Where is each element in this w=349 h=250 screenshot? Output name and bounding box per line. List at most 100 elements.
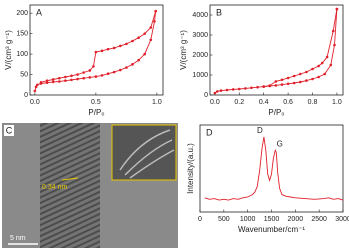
- data-point: [82, 76, 85, 80]
- y-tick-label: 1000: [192, 72, 208, 79]
- x-tick-label: 1000: [240, 216, 256, 223]
- y-tick-label: 4000: [192, 12, 208, 19]
- data-point: [292, 74, 296, 78]
- x-axis-label: Wavenumber/cm⁻¹: [238, 225, 305, 234]
- y-axis-label: Intensity/(a.u.): [186, 143, 195, 194]
- data-point: [311, 67, 314, 71]
- data-point: [137, 58, 140, 62]
- x-axis-label: P/P₀: [88, 108, 104, 117]
- plot-frame: [29, 4, 164, 96]
- data-point: [286, 82, 290, 86]
- data-point: [125, 66, 128, 69]
- data-point: [325, 55, 329, 59]
- data-point: [64, 79, 67, 82]
- data-point: [100, 49, 104, 53]
- data-point: [268, 84, 272, 87]
- y-axis-label: V/(cm³ g⁻¹): [179, 30, 188, 70]
- data-point: [329, 63, 333, 67]
- data-point: [317, 64, 320, 68]
- data-point: [92, 65, 95, 68]
- plot-frame: [209, 4, 344, 96]
- data-point: [305, 70, 308, 74]
- x-tick-label: 500: [218, 216, 230, 223]
- data-point: [298, 72, 302, 76]
- x-tick-label: 1500: [264, 216, 280, 223]
- data-point: [231, 88, 235, 91]
- y-tick-label: 50: [20, 71, 28, 78]
- spacing-marker: [61, 177, 79, 181]
- data-point: [237, 87, 241, 91]
- tem-panel: C 0.34 nm 5 nm: [2, 123, 178, 248]
- x-tick-label: 0.8: [308, 99, 318, 106]
- data-point: [131, 39, 134, 43]
- y-tick-label: 100: [16, 51, 28, 58]
- data-point: [64, 75, 67, 79]
- data-point: [70, 78, 73, 82]
- data-point: [70, 74, 73, 78]
- data-point: [76, 77, 79, 81]
- data-point: [274, 84, 278, 87]
- panel-label-box: [4, 125, 14, 136]
- y-axis-label: V/(cm³ g⁻¹): [4, 30, 13, 70]
- data-point: [280, 78, 284, 82]
- data-point: [88, 69, 92, 72]
- x-tick-label: 0.0: [30, 99, 40, 106]
- data-point: [331, 29, 335, 33]
- data-point: [76, 73, 79, 76]
- panel-label: C: [6, 125, 13, 135]
- data-point: [137, 36, 140, 40]
- data-point: [51, 78, 55, 81]
- data-point: [225, 88, 229, 92]
- data-point: [335, 7, 339, 11]
- peak-annotation: G: [277, 139, 283, 148]
- data-point: [153, 20, 156, 23]
- y-tick-label: 2000: [192, 52, 208, 59]
- data-point: [112, 46, 116, 50]
- data-point: [82, 71, 85, 74]
- series-line: [40, 10, 157, 83]
- y-tick-label: 150: [16, 30, 28, 37]
- x-axis-label: P/P₀: [268, 108, 284, 117]
- data-point: [57, 76, 61, 80]
- data-point: [51, 80, 55, 84]
- data-point: [286, 76, 290, 80]
- data-point: [106, 47, 110, 51]
- y-tick-label: 200: [16, 10, 28, 17]
- x-tick-label: 0.6: [283, 99, 293, 106]
- x-tick-label: 0.5: [91, 99, 101, 106]
- tem-inset-sheet: [119, 129, 175, 179]
- data-point: [39, 81, 43, 84]
- data-point: [118, 68, 122, 72]
- data-point: [244, 87, 247, 90]
- data-point: [280, 83, 284, 86]
- data-point: [154, 9, 157, 13]
- data-point: [106, 72, 110, 76]
- data-point: [100, 74, 104, 77]
- data-point: [94, 50, 98, 54]
- x-tick-label: 0.0: [210, 99, 220, 106]
- y-tick-label: 0: [24, 92, 28, 99]
- data-point: [118, 44, 122, 48]
- data-point: [36, 83, 39, 87]
- data-point: [45, 79, 49, 82]
- data-point: [45, 81, 49, 85]
- data-point: [311, 77, 314, 81]
- panel-label: A: [36, 7, 42, 17]
- tem-inset: [111, 124, 177, 181]
- x-tick-label: 1.0: [332, 99, 342, 106]
- data-point: [125, 42, 128, 46]
- data-point: [112, 70, 116, 74]
- data-point: [143, 32, 146, 35]
- data-point: [292, 81, 296, 85]
- y-tick-label: 0: [204, 92, 208, 99]
- tem-fringes: [40, 123, 100, 248]
- data-point: [333, 43, 336, 47]
- data-point: [323, 72, 326, 76]
- data-point: [219, 89, 223, 92]
- x-tick-label: 1.0: [152, 99, 162, 106]
- data-point: [149, 38, 153, 42]
- panel-label: D: [206, 127, 213, 137]
- data-point: [94, 75, 98, 78]
- scale-bar-label: 5 nm: [10, 235, 26, 242]
